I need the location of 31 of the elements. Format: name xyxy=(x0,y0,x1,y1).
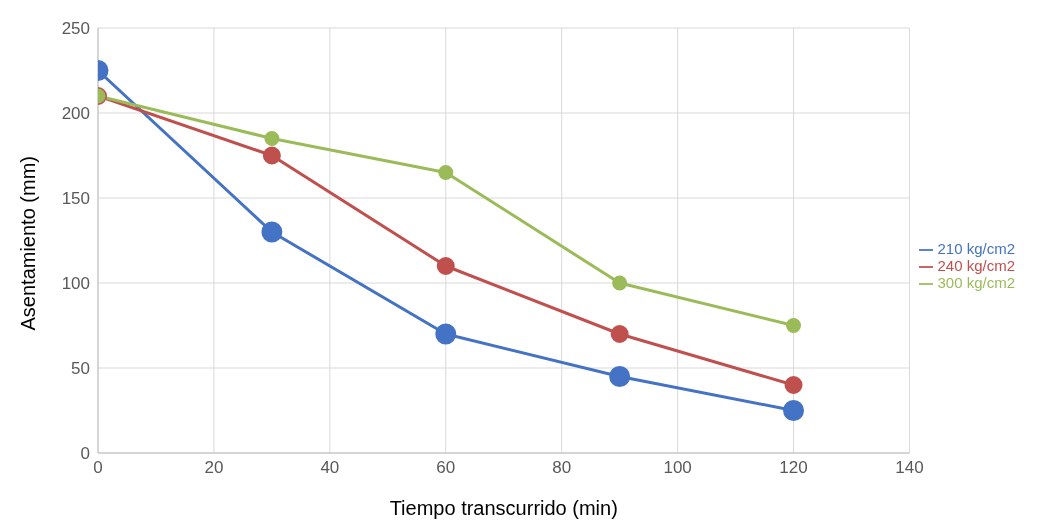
x-tick-label: 60 xyxy=(436,458,456,478)
point xyxy=(436,257,455,275)
y-tick-label: 50 xyxy=(71,359,90,379)
y-tick-label: 150 xyxy=(61,189,90,209)
x-tick-label: 40 xyxy=(320,458,340,478)
x-tick-label: 100 xyxy=(663,458,692,478)
y-tick-label: 250 xyxy=(61,19,90,39)
y-axis-title: Asentamiento (mm) xyxy=(17,156,40,331)
point xyxy=(262,146,281,165)
legend-label: 240 kg/cm2 xyxy=(937,257,1015,274)
x-axis-title: Tiempo transcurrido (min) xyxy=(389,497,618,520)
point xyxy=(610,325,629,343)
x-tick-label: 20 xyxy=(204,458,224,478)
x-tick-label: 80 xyxy=(552,458,572,478)
point xyxy=(261,221,283,243)
point xyxy=(784,376,803,394)
legend-label: 300 kg/cm2 xyxy=(937,274,1015,292)
x-tick-label: 140 xyxy=(895,458,924,478)
point xyxy=(609,366,631,387)
point xyxy=(264,131,280,146)
x-tick-label: 0 xyxy=(93,458,103,478)
y-tick-label: 200 xyxy=(61,104,90,124)
y-tick-label: 100 xyxy=(61,274,90,294)
point xyxy=(612,275,628,291)
point xyxy=(435,323,457,345)
y-tick-label: 0 xyxy=(80,444,90,464)
point xyxy=(438,165,454,180)
point xyxy=(786,318,802,333)
x-tick-label: 120 xyxy=(779,458,808,478)
legend-label: 210 kg/cm2 xyxy=(937,239,1015,257)
point xyxy=(783,400,805,421)
